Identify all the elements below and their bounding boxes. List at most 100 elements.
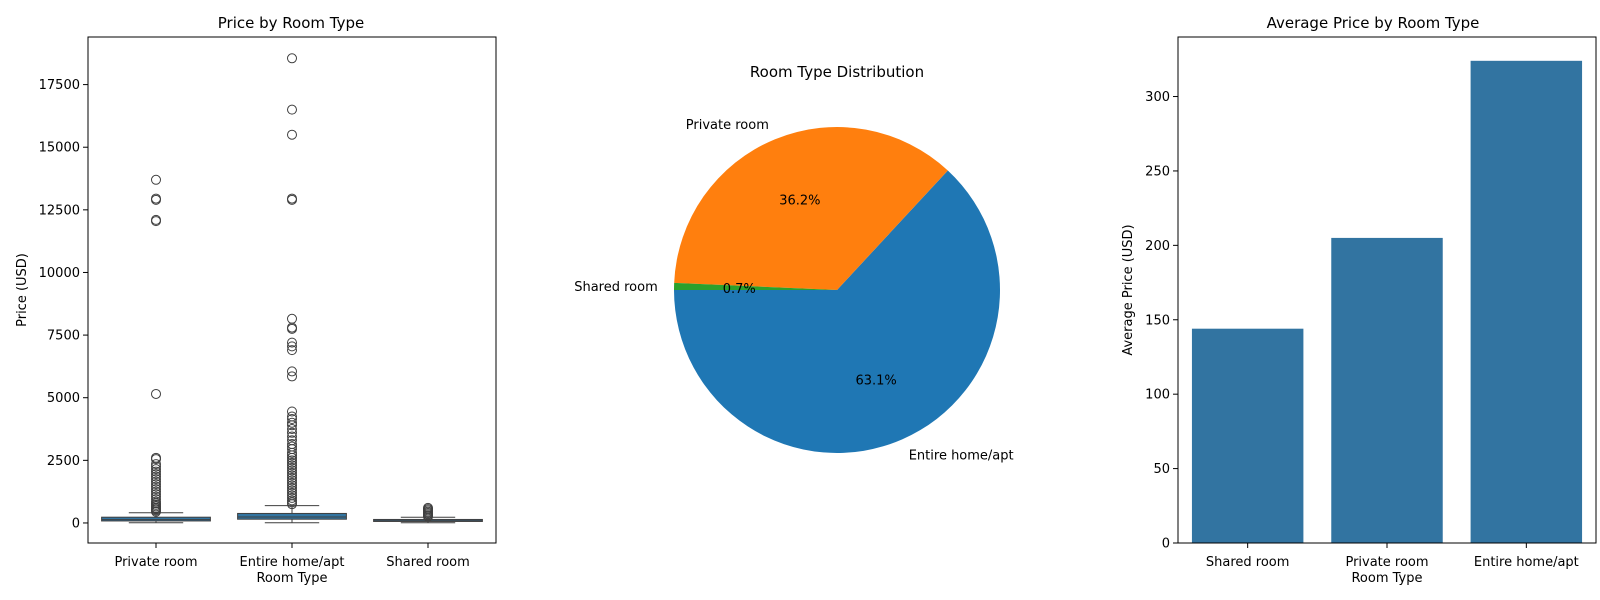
box-outlier-point (287, 470, 297, 481)
box-plot-title: Price by Room Type (218, 14, 364, 32)
bar-chart-y-label: Average Price (USD) (1121, 224, 1136, 355)
box-outlier-point (151, 466, 161, 477)
box-outlier-point (287, 420, 297, 431)
box-outlier-point (287, 129, 297, 140)
bar (1331, 237, 1443, 544)
box-outlier-point (423, 511, 433, 522)
box-outlier-point (287, 53, 297, 64)
box-outlier-point (287, 455, 297, 466)
box-outlier-point (151, 174, 161, 185)
box-outlier-point (287, 345, 297, 356)
bar-y-tick-label: 50 (1153, 462, 1170, 477)
bar-chart-frame (1177, 36, 1597, 544)
box-outlier-point (287, 406, 297, 417)
box-outlier-point (151, 476, 161, 487)
pie-slice-percent: 63.1% (855, 374, 896, 389)
box-outlier-point (287, 485, 297, 496)
bar-chart-panel: Average Price by Room Type 0 50 100 150 200 2… (1121, 14, 1597, 586)
box-group (373, 502, 483, 524)
box-outlier-point (287, 499, 297, 510)
bar-x-tick-label: Entire home/apt (1474, 555, 1579, 570)
pie-chart-title: Room Type Distribution (750, 63, 924, 81)
box-outlier-point (287, 427, 297, 438)
box-outlier-point (287, 366, 297, 377)
box-outlier-point (151, 461, 161, 472)
box-outlier-point (151, 491, 161, 502)
box-y-tick-label: 12500 (39, 203, 80, 218)
box-outlier-point (287, 104, 297, 115)
box-y-tick-label: 10000 (39, 266, 80, 281)
box-outlier-point (151, 216, 161, 227)
bar-y-tick-label: 300 (1145, 90, 1170, 105)
bar-y-tick-label: 250 (1145, 164, 1170, 179)
bar (1191, 328, 1304, 543)
box-plot-y-label: Price (USD) (15, 253, 30, 327)
box-outlier-point (151, 481, 161, 492)
box-outlier-point (151, 479, 161, 490)
pie-slice (674, 170, 1000, 454)
box-outlier-point (287, 460, 297, 471)
box-group (101, 174, 211, 524)
box-plot-x-ticks: Private room Entire home/apt Shared room (114, 543, 470, 570)
box-y-tick-label: 5000 (47, 391, 80, 406)
box-outlier-point (287, 477, 297, 488)
bar-x-tick-label: Shared room (1206, 555, 1290, 570)
pie-slice-percent: 36.2% (779, 194, 820, 209)
box-y-tick-label: 0 (72, 516, 80, 531)
box-outlier-point (287, 447, 297, 458)
box-outlier-point (151, 454, 161, 465)
box-x-tick-label: Entire home/apt (240, 555, 345, 570)
box-outlier-point (151, 506, 161, 517)
pie-slice-label: Entire home/apt (909, 448, 1014, 463)
box-outlier-point (287, 313, 297, 324)
box-outlier-point (287, 424, 297, 435)
box-x-tick-label: Shared room (386, 555, 470, 570)
box-plot-content (101, 53, 483, 524)
box-outlier-point (287, 323, 297, 334)
pie-slice-label: Private room (686, 118, 769, 133)
box-rect (101, 516, 211, 522)
box-outlier-point (287, 431, 297, 442)
bar-y-tick-label: 150 (1145, 313, 1170, 328)
box-y-tick-label: 17500 (39, 78, 80, 93)
box-outlier-point (151, 471, 161, 482)
pie-slice (674, 282, 837, 290)
box-y-tick-label: 2500 (47, 454, 80, 469)
box-outlier-point (151, 484, 161, 495)
bar-chart-y-ticks: 0 50 100 150 200 250 300 (1145, 90, 1178, 552)
bar-chart-x-ticks: Shared room Private room Entire home/apt (1206, 543, 1579, 570)
box-outlier-point (287, 462, 297, 473)
box-outlier-point (287, 487, 297, 498)
box-outlier-point (287, 417, 297, 428)
box-outlier-point (151, 474, 161, 485)
box-outlier-point (151, 469, 161, 480)
box-plot-frame (87, 36, 497, 544)
pie-slice-percent: 0.7% (723, 282, 756, 297)
bar (1470, 60, 1583, 543)
box-plot-panel: Price by Room Type 0 2500 5000 7500 10000 125… (15, 14, 497, 586)
box-outlier-point (287, 482, 297, 493)
box-outlier-point (287, 194, 297, 205)
box-outlier-point (287, 492, 297, 503)
bar-y-tick-label: 200 (1145, 239, 1170, 254)
box-y-tick-label: 7500 (47, 329, 80, 344)
box-outlier-point (151, 486, 161, 497)
box-outlier-point (287, 475, 297, 486)
bar-x-tick-label: Private room (1345, 555, 1428, 570)
box-outlier-point (287, 450, 297, 461)
box-plot-y-ticks: 0 2500 5000 7500 10000 12500 15000 17500 (39, 78, 88, 531)
box-outlier-point (287, 371, 297, 382)
bar-chart-title: Average Price by Room Type (1267, 14, 1480, 32)
box-outlier-point (151, 194, 161, 205)
box-x-tick-label: Private room (114, 555, 197, 570)
box-outlier-point (151, 459, 161, 470)
bar-chart-x-label: Room Type (1351, 571, 1422, 586)
box-outlier-point (287, 465, 297, 476)
bar-y-tick-label: 0 (1162, 537, 1170, 552)
pie-chart-panel: Room Type Distribution 63.1% Entire home/… (574, 63, 1013, 463)
box-group (237, 53, 347, 524)
box-plot-x-label: Room Type (256, 571, 327, 586)
pie-slice (674, 127, 948, 290)
box-outlier-point (287, 457, 297, 468)
